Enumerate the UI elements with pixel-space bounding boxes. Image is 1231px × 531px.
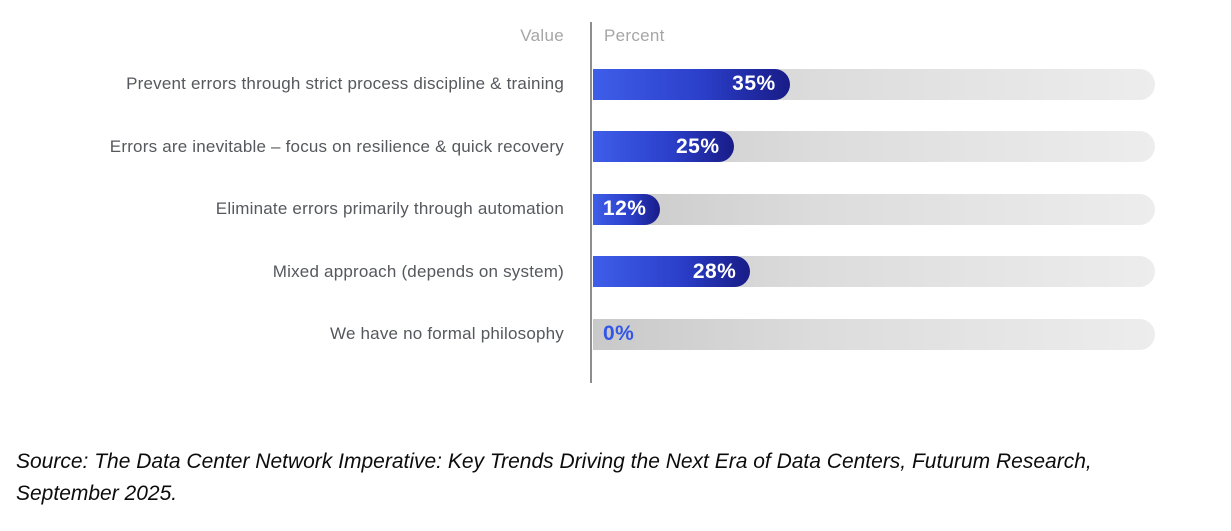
value-label: 25%	[675, 134, 720, 158]
chart-row: We have no formal philosophy 0%	[0, 303, 1231, 366]
chart-row: Eliminate errors primarily through autom…	[0, 178, 1231, 241]
bar-track: 12%	[593, 193, 1155, 225]
value-label: 0%	[603, 322, 635, 346]
category-label: Mixed approach (depends on system)	[272, 261, 564, 281]
bar: 25%	[593, 131, 734, 163]
percent-column-header: Percent	[604, 26, 665, 45]
bar-track: 35%	[593, 68, 1155, 100]
horizontal-bar-chart: Value Percent Prevent errors through str…	[0, 22, 1231, 383]
category-label: Eliminate errors primarily through autom…	[215, 199, 564, 219]
category-label: Errors are inevitable – focus on resilie…	[109, 136, 564, 156]
category-label: We have no formal philosophy	[330, 324, 564, 344]
value-label: 28%	[692, 259, 737, 283]
chart-row: Prevent errors through strict process di…	[0, 53, 1231, 116]
chart-row: Mixed approach (depends on system) 28%	[0, 241, 1231, 304]
chart-rows: Prevent errors through strict process di…	[0, 53, 1231, 366]
category-label: Prevent errors through strict process di…	[126, 74, 564, 94]
bar: 35%	[593, 68, 790, 100]
value-column-header: Value	[520, 26, 564, 45]
chart-row: Errors are inevitable – focus on resilie…	[0, 116, 1231, 179]
bar-track: 25%	[593, 131, 1155, 163]
value-label: 12%	[602, 197, 647, 221]
axis-divider-line	[590, 22, 592, 383]
bar-track: 0%	[593, 318, 1155, 350]
source-note: Source: The Data Center Network Imperati…	[16, 450, 1092, 505]
bar: 28%	[593, 256, 751, 288]
bar-track: 28%	[593, 256, 1155, 288]
value-label: 35%	[732, 72, 776, 96]
bar: 12%	[593, 193, 661, 225]
